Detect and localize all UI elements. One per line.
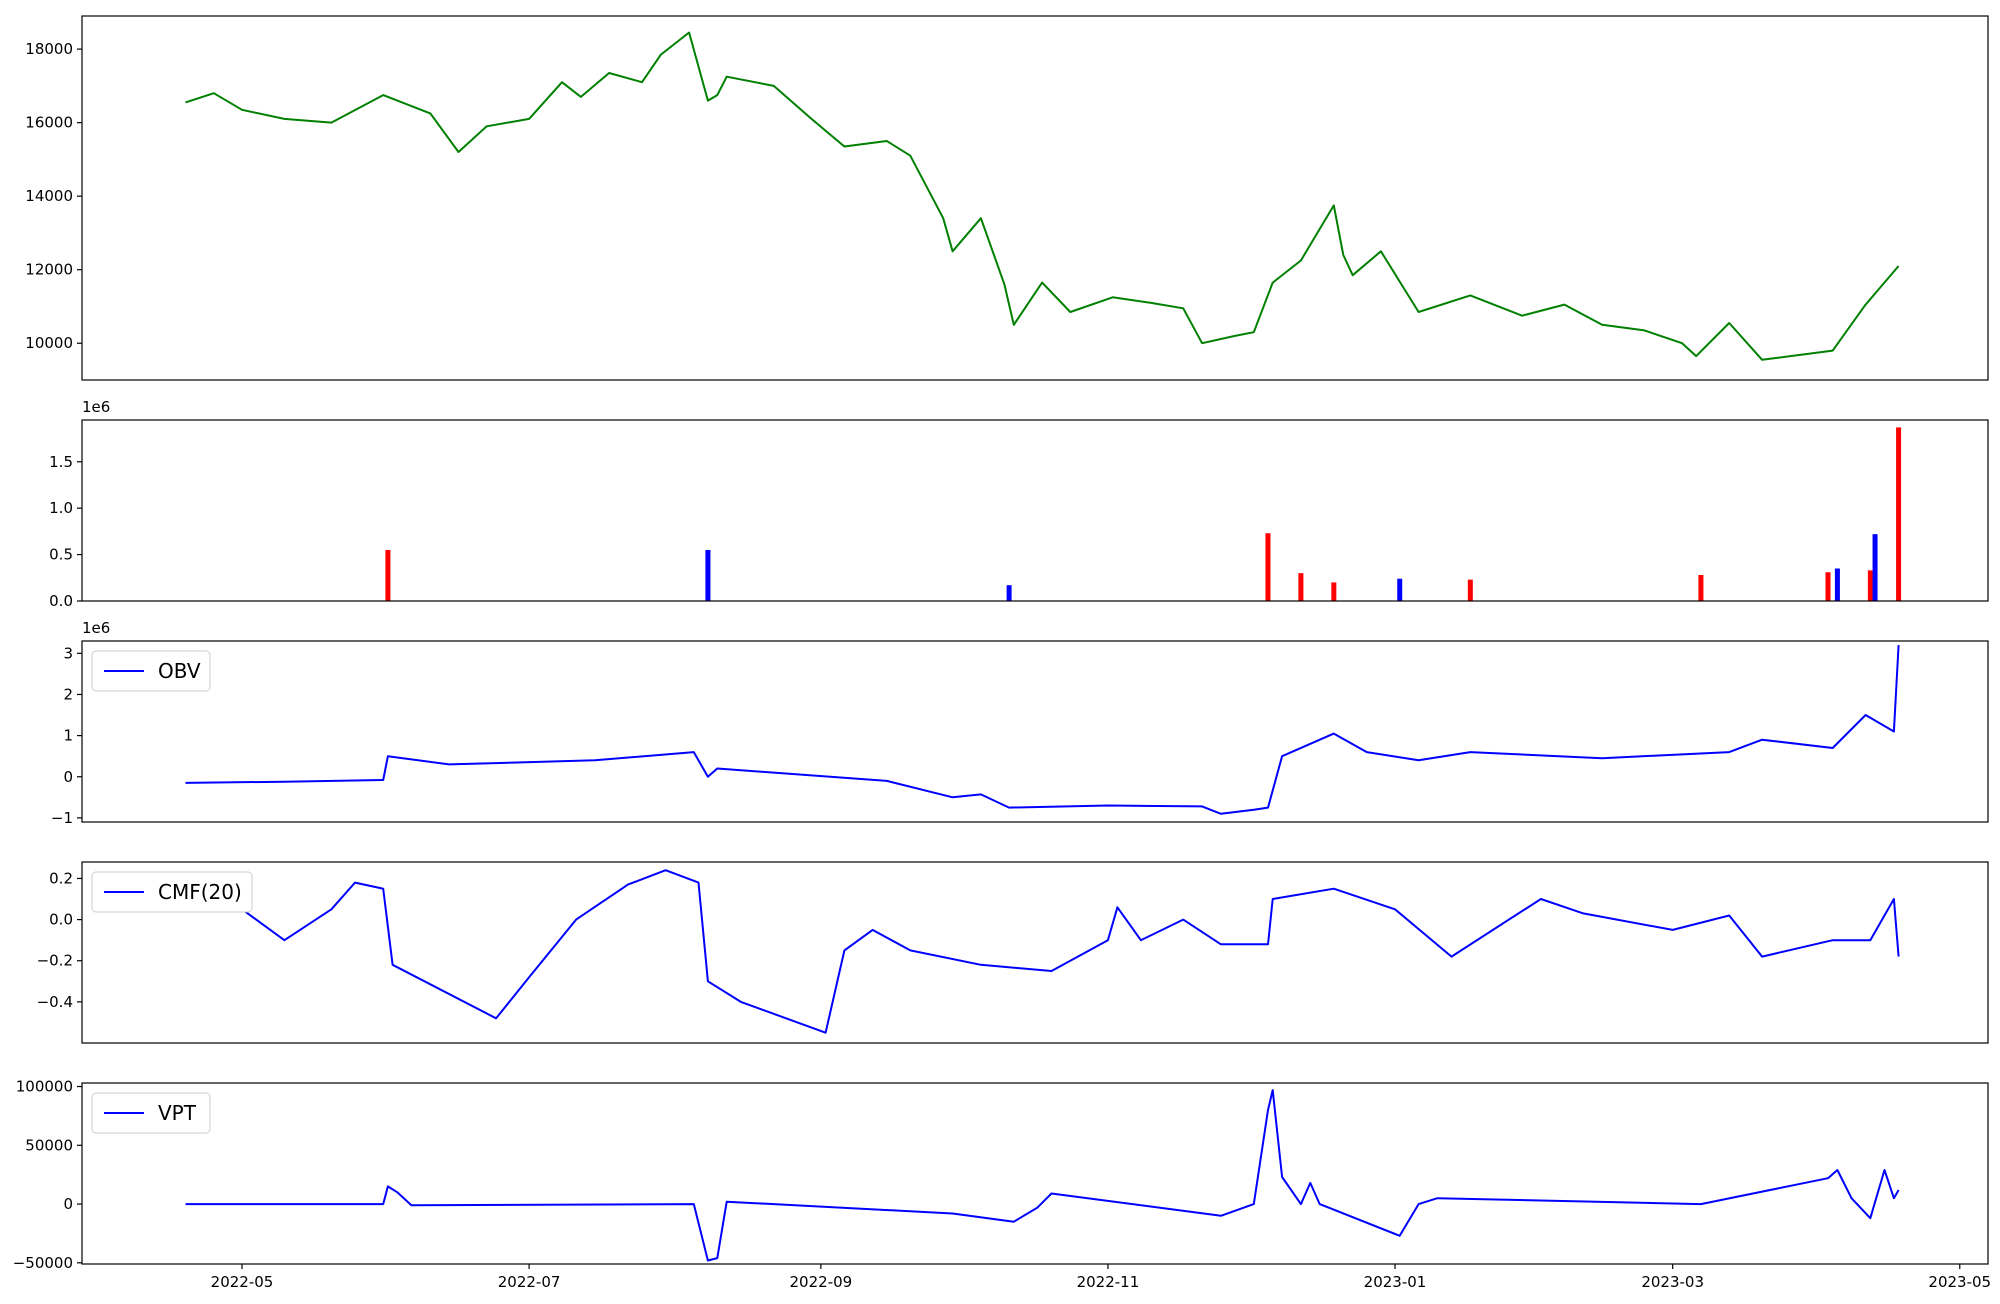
y-tick-label: 0.2 — [49, 869, 73, 887]
volume-bar — [1867, 570, 1873, 601]
x-tick-label: 2022-05 — [211, 1273, 274, 1291]
axis-offset-label: 1e6 — [82, 619, 110, 637]
volume-bar — [1397, 578, 1403, 601]
axis-offset-label: 1e6 — [82, 398, 110, 416]
panel-4: −0.4 −0.2 0.0 0.2 CMF(20) — [37, 861, 1989, 1044]
x-tick-label: 2022-07 — [498, 1273, 561, 1291]
volume-bar — [1467, 579, 1473, 601]
volume-bar — [1331, 582, 1337, 601]
y-tick-label: 3 — [63, 644, 73, 662]
x-tick-label: 2023-01 — [1364, 1273, 1427, 1291]
legend: VPT — [91, 1092, 211, 1134]
series-line — [185, 869, 1900, 1034]
y-tick-label: 0.5 — [49, 546, 73, 564]
volume-bar — [1834, 568, 1840, 601]
panel-5: −50000 0 50000 100000 VPT — [13, 1078, 1989, 1272]
y-tick-label: 12000 — [25, 261, 73, 279]
legend-box — [91, 871, 253, 913]
plot-frame — [81, 15, 1989, 381]
legend-label: CMF(20) — [158, 880, 242, 904]
volume-bar — [1698, 575, 1704, 601]
series-line — [185, 31, 1900, 361]
legend-box — [91, 1092, 211, 1134]
y-tick-label: −0.4 — [37, 993, 73, 1011]
y-tick-label: −0.2 — [37, 952, 73, 970]
y-tick-label: 0 — [63, 768, 73, 786]
volume-bar — [1825, 572, 1831, 601]
series-line — [185, 1089, 1900, 1262]
volume-bar — [1006, 585, 1012, 601]
y-tick-label: 18000 — [25, 40, 73, 58]
volume-bar — [1265, 533, 1271, 601]
volume-bar — [385, 549, 391, 601]
legend-label: OBV — [158, 659, 201, 683]
y-tick-label: 1.0 — [49, 499, 73, 517]
y-tick-label: 100000 — [16, 1078, 73, 1096]
legend: OBV — [91, 650, 211, 692]
panel-1: 10000 12000 14000 16000 18000 — [25, 15, 1989, 381]
x-tick-label: 2023-05 — [1928, 1273, 1991, 1291]
x-tick-label: 2022-11 — [1077, 1273, 1140, 1291]
y-tick-label: 0.0 — [49, 911, 73, 929]
x-tick-label: 2023-03 — [1641, 1273, 1704, 1291]
volume-bar — [1298, 573, 1304, 601]
volume-bar — [1896, 427, 1902, 601]
panel-2: 0.0 0.5 1.0 1.5 1e6 — [49, 398, 1989, 610]
plot-frame — [81, 1082, 1989, 1265]
y-tick-label: 0.0 — [49, 592, 73, 610]
y-tick-label: 1 — [63, 727, 73, 745]
y-tick-label: 2 — [63, 685, 73, 703]
y-tick-label: 14000 — [25, 187, 73, 205]
y-tick-label: 1.5 — [49, 453, 73, 471]
plot-frame — [81, 419, 1989, 602]
series-line — [185, 645, 1900, 815]
legend-box — [91, 650, 211, 692]
volume-bar — [1872, 534, 1878, 601]
legend: CMF(20) — [91, 871, 253, 913]
volume-bar — [705, 549, 711, 601]
plot-frame — [81, 640, 1989, 823]
y-tick-label: −50000 — [13, 1254, 73, 1272]
y-tick-label: 10000 — [25, 334, 73, 352]
x-tick-label: 2022-09 — [790, 1273, 853, 1291]
y-tick-label: −1 — [51, 809, 73, 827]
y-tick-label: 0 — [63, 1195, 73, 1213]
plot-frame — [81, 861, 1989, 1044]
legend-label: VPT — [158, 1101, 197, 1125]
y-tick-label: 50000 — [25, 1136, 73, 1154]
y-tick-label: 16000 — [25, 114, 73, 132]
panel-3: −1 0 1 2 3 1e6 OBV — [51, 619, 1989, 827]
